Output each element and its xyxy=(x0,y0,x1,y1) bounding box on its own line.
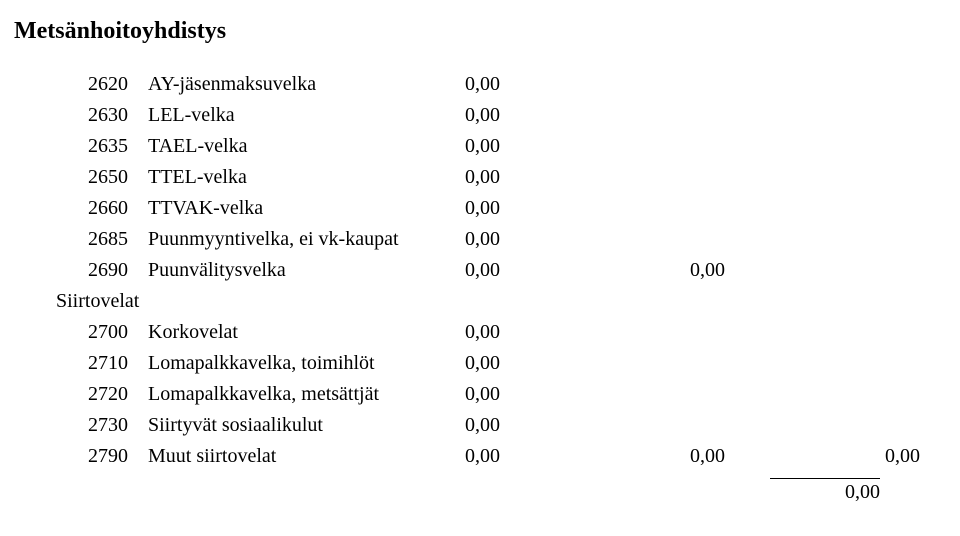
amount-col-1: 0,00 xyxy=(465,255,500,286)
account-code: 2620 xyxy=(88,69,148,100)
final-total: 0,00 xyxy=(845,481,880,504)
account-label: Siirtyvät sosiaalikulut xyxy=(148,410,323,441)
amount-col-1: 0,00 xyxy=(465,224,500,255)
account-code: 2690 xyxy=(88,255,148,286)
account-code: 2660 xyxy=(88,193,148,224)
amount-col-3: 0,00 xyxy=(885,441,920,472)
account-code: 2630 xyxy=(88,100,148,131)
amount-col-1: 0,00 xyxy=(465,441,500,472)
ledger-row: 2660 TTVAK-velka 0,00 xyxy=(14,193,920,224)
ledger-row: 2790 Muut siirtovelat 0,00 0,00 0,00 xyxy=(14,441,920,472)
ledger-row: 2730 Siirtyvät sosiaalikulut 0,00 xyxy=(14,410,920,441)
ledger-row: 2700 Korkovelat 0,00 xyxy=(14,317,920,348)
amount-col-1: 0,00 xyxy=(465,69,500,100)
account-code: 2685 xyxy=(88,224,148,255)
account-label: Puunmyyntivelka, ei vk-kaupat xyxy=(148,224,399,255)
account-label: TTEL-velka xyxy=(148,162,247,193)
amount-col-2: 0,00 xyxy=(690,441,725,472)
amount-col-1: 0,00 xyxy=(465,193,500,224)
account-code: 2700 xyxy=(88,317,148,348)
account-code: 2790 xyxy=(88,441,148,472)
account-label: AY-jäsenmaksuvelka xyxy=(148,69,316,100)
ledger-row: 2635 TAEL-velka 0,00 xyxy=(14,131,920,162)
account-code: 2730 xyxy=(88,410,148,441)
rows-block-1: 2620 AY-jäsenmaksuvelka 0,00 2630 LEL-ve… xyxy=(14,69,920,286)
rows-block-2: 2700 Korkovelat 0,00 2710 Lomapalkkavelk… xyxy=(14,317,920,472)
ledger-row: 2685 Puunmyyntivelka, ei vk-kaupat 0,00 xyxy=(14,224,920,255)
account-label: TTVAK-velka xyxy=(148,193,263,224)
amount-col-2: 0,00 xyxy=(690,255,725,286)
amount-col-1: 0,00 xyxy=(465,410,500,441)
ledger-row: 2710 Lomapalkkavelka, toimihlöt 0,00 xyxy=(14,348,920,379)
final-total-row: 0,00 xyxy=(14,481,920,513)
account-label: Lomapalkkavelka, metsättjät xyxy=(148,379,379,410)
account-label: Puunvälitysvelka xyxy=(148,255,286,286)
account-code: 2710 xyxy=(88,348,148,379)
account-label: Lomapalkkavelka, toimihlöt xyxy=(148,348,375,379)
amount-col-1: 0,00 xyxy=(465,379,500,410)
ledger-row: 2720 Lomapalkkavelka, metsättjät 0,00 xyxy=(14,379,920,410)
account-label: LEL-velka xyxy=(148,100,235,131)
account-label: Muut siirtovelat xyxy=(148,441,276,472)
account-code: 2720 xyxy=(88,379,148,410)
ledger-row: 2650 TTEL-velka 0,00 xyxy=(14,162,920,193)
account-label: Korkovelat xyxy=(148,317,238,348)
document-page: Metsänhoitoyhdistys 2620 AY-jäsenmaksuve… xyxy=(0,0,960,536)
amount-col-1: 0,00 xyxy=(465,131,500,162)
amount-col-1: 0,00 xyxy=(465,348,500,379)
page-title: Metsänhoitoyhdistys xyxy=(14,18,920,45)
total-rule-wrap xyxy=(14,478,920,479)
amount-col-1: 0,00 xyxy=(465,162,500,193)
section-heading: Siirtovelat xyxy=(56,286,920,317)
account-code: 2650 xyxy=(88,162,148,193)
account-code: 2635 xyxy=(88,131,148,162)
amount-col-1: 0,00 xyxy=(465,100,500,131)
total-rule xyxy=(770,478,880,479)
ledger-row: 2690 Puunvälitysvelka 0,00 0,00 xyxy=(14,255,920,286)
ledger-row: 2620 AY-jäsenmaksuvelka 0,00 xyxy=(14,69,920,100)
amount-col-1: 0,00 xyxy=(465,317,500,348)
account-label: TAEL-velka xyxy=(148,131,247,162)
ledger-row: 2630 LEL-velka 0,00 xyxy=(14,100,920,131)
